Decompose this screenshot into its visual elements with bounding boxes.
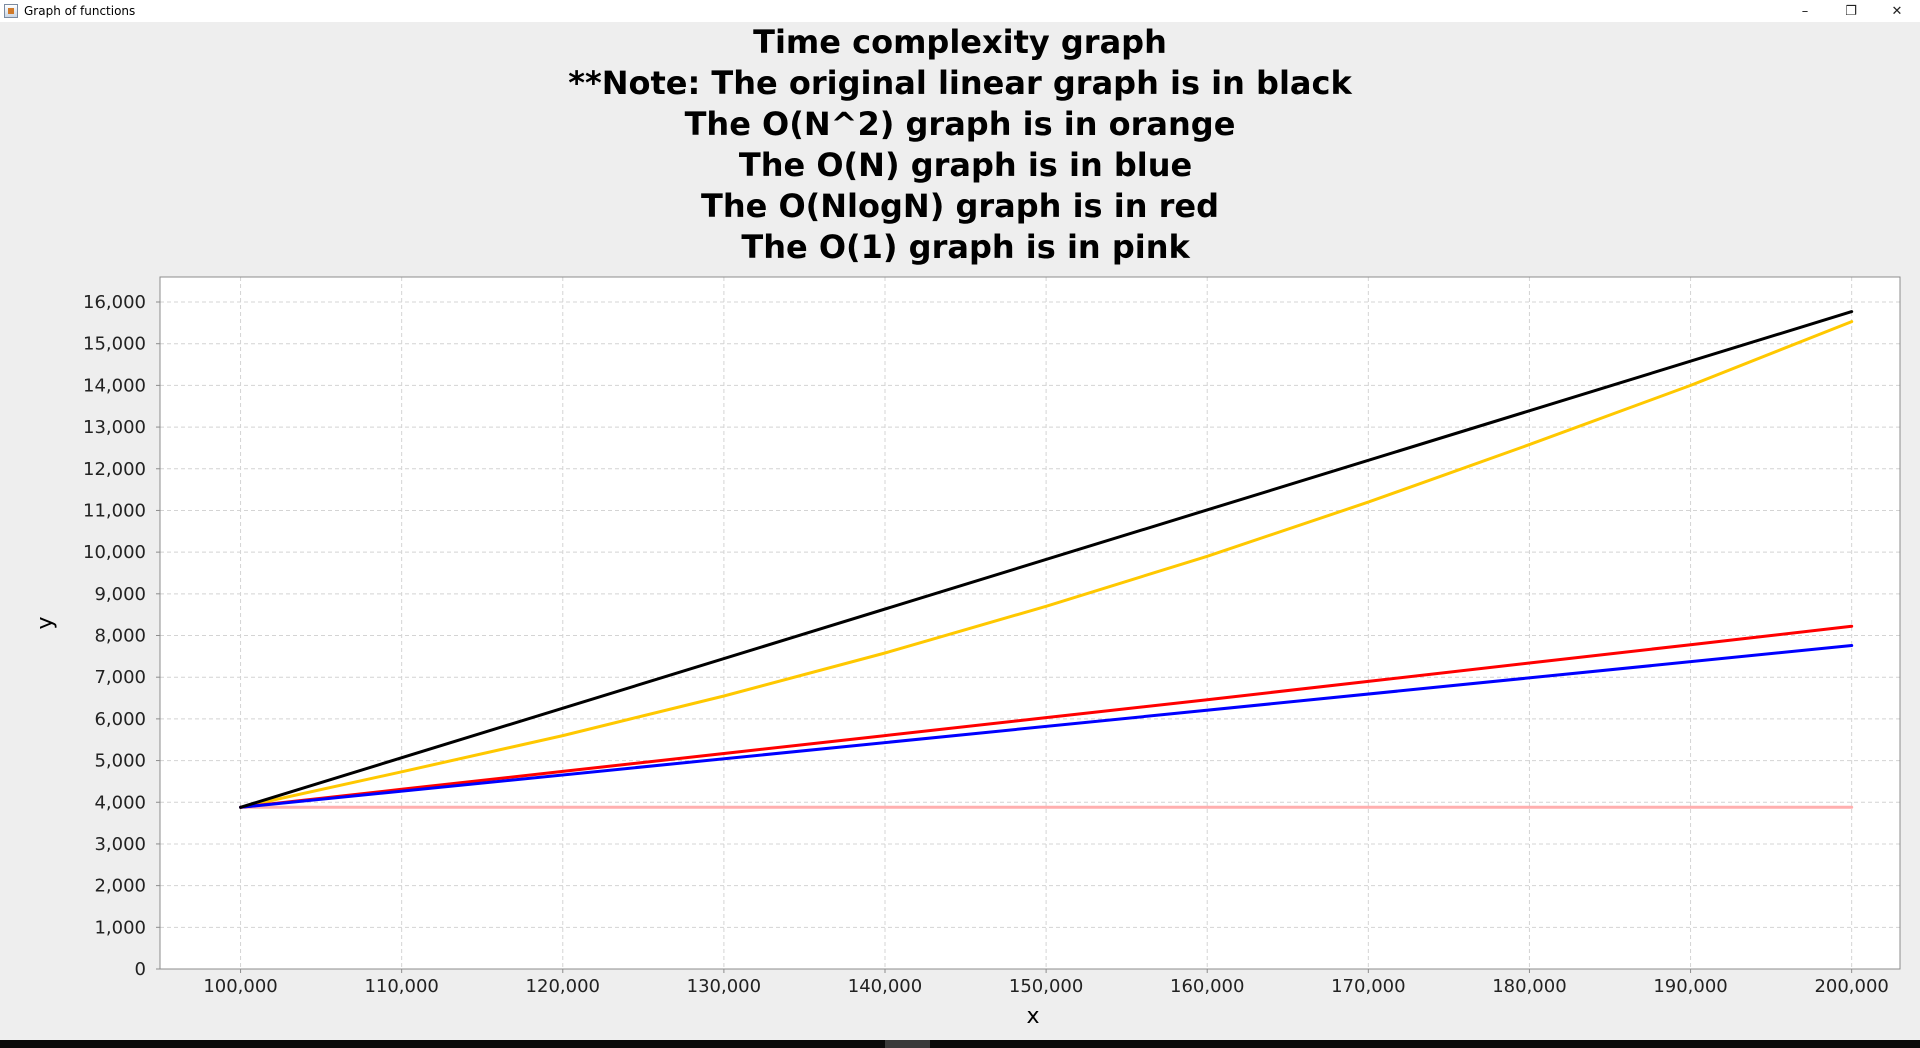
plot-border [159, 276, 1901, 970]
minimize-button[interactable]: – [1801, 3, 1809, 19]
taskbar-active-app[interactable] [885, 1040, 930, 1048]
y-tick-label: 10,000 [83, 542, 146, 563]
x-tick-label: 160,000 [1170, 976, 1244, 997]
chart-title-line-2: **Note: The original linear graph is in … [568, 64, 1352, 102]
chart-title-block: Time complexity graph **Note: The origin… [0, 22, 1920, 268]
series-line-2 [239, 624, 1854, 809]
taskbar [0, 1040, 1920, 1048]
y-tick-label: 13,000 [83, 417, 146, 438]
chart-title-line-4: The O(N) graph is in blue [727, 146, 1193, 184]
series-line-0 [239, 310, 1854, 809]
y-tick-label: 8,000 [94, 626, 146, 647]
series-line-3 [239, 644, 1854, 809]
series-line-1 [239, 320, 1854, 809]
y-tick-label: 9,000 [94, 584, 146, 605]
chart-title-line-1: Time complexity graph [753, 23, 1167, 61]
x-tick-label: 170,000 [1331, 976, 1405, 997]
window-controls: – ❐ ✕ [1782, 0, 1920, 22]
y-axis-label: y [33, 616, 58, 629]
y-tick-label: 2,000 [94, 876, 146, 897]
x-tick-label: 100,000 [203, 976, 277, 997]
y-tick-label: 3,000 [94, 834, 146, 855]
plot-area [160, 277, 1900, 969]
x-tick-label: 180,000 [1492, 976, 1566, 997]
y-tick-label: 0 [135, 959, 146, 980]
window-titlebar[interactable]: Graph of functions – ❐ ✕ [0, 0, 1920, 22]
x-tick-label: 190,000 [1653, 976, 1727, 997]
java-app-icon [4, 4, 18, 18]
restore-button[interactable]: ❐ [1845, 3, 1857, 19]
y-tick-label: 1,000 [94, 917, 146, 938]
y-tick-label: 4,000 [94, 792, 146, 813]
y-tick-label: 16,000 [83, 292, 146, 313]
x-tick-label: 110,000 [364, 976, 438, 997]
x-tick-label: 140,000 [848, 976, 922, 997]
y-tick-label: 12,000 [83, 459, 146, 480]
x-tick-label: 200,000 [1814, 976, 1888, 997]
chart-title-line-3: The O(N^2) graph is in orange [684, 105, 1236, 143]
x-tick-label: 130,000 [687, 976, 761, 997]
x-tick-label: 120,000 [526, 976, 600, 997]
y-tick-label: 15,000 [83, 334, 146, 355]
y-tick-label: 6,000 [94, 709, 146, 730]
y-tick-label: 14,000 [83, 375, 146, 396]
chart-title-line-6: The O(1) graph is in pink [730, 228, 1190, 266]
chart-title-line-5: The O(NlogN) graph is in red [700, 187, 1219, 225]
close-button[interactable]: ✕ [1891, 3, 1903, 19]
x-axis-label: x [1026, 1004, 1039, 1029]
y-tick-label: 5,000 [94, 751, 146, 772]
y-tick-label: 7,000 [94, 667, 146, 688]
window-title: Graph of functions [24, 4, 136, 18]
x-tick-label: 150,000 [1009, 976, 1083, 997]
y-tick-label: 11,000 [83, 500, 146, 521]
